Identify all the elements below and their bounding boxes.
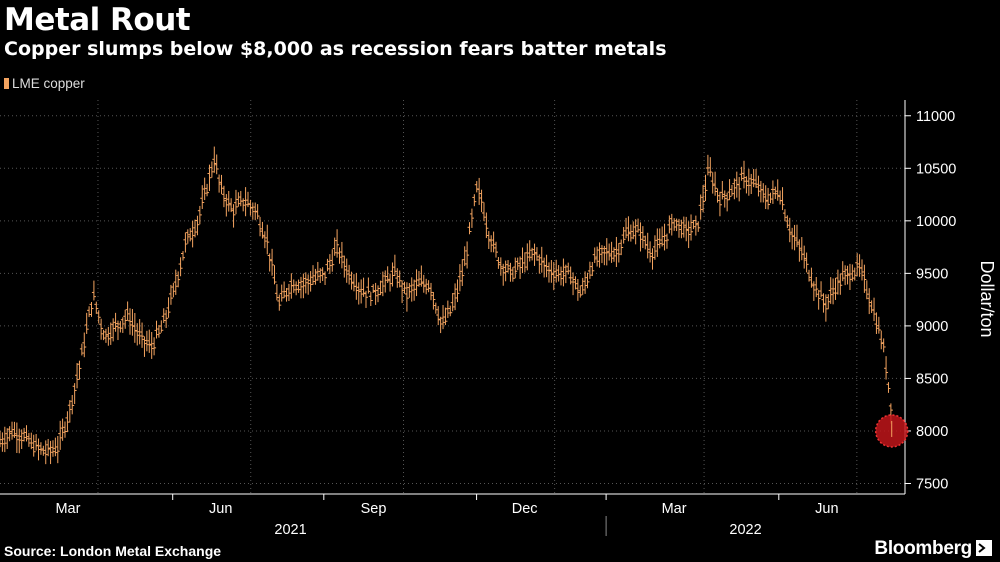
x-tick-label: Sep: [361, 501, 387, 517]
y-axis-title: Dollar/ton: [977, 260, 997, 337]
y-tick-label: 10500: [916, 161, 956, 177]
y-tick-label: 9000: [916, 319, 948, 335]
y-tick-label: 8500: [916, 371, 948, 387]
y-tick-label: 10000: [916, 214, 956, 230]
x-year-label: 2022: [729, 522, 761, 538]
legend-label: LME copper: [12, 76, 85, 91]
y-tick-label: 11000: [916, 109, 955, 125]
x-tick-label: Dec: [512, 501, 538, 517]
x-tick-label: Mar: [55, 501, 80, 517]
x-tick-label: Jun: [209, 501, 232, 517]
y-tick-label: 9500: [916, 266, 948, 282]
highlight-ring: [874, 414, 909, 448]
chart-subtitle: Copper slumps below $8,000 as recession …: [4, 38, 667, 60]
series-lme-copper: [0, 146, 893, 465]
highlight: [874, 414, 909, 448]
terminal-icon: [976, 540, 992, 556]
legend-swatch: [4, 78, 9, 89]
grid: [0, 100, 905, 494]
x-year-label: 2021: [274, 522, 306, 538]
source-note: Source: London Metal Exchange: [4, 543, 222, 559]
x-tick-label: Mar: [662, 501, 687, 517]
y-tick-label: 7500: [916, 476, 948, 492]
brand-logo: Bloomberg: [874, 538, 972, 559]
chart-title: Metal Rout: [4, 2, 191, 38]
x-tick-label: Jun: [815, 501, 838, 517]
y-tick-label: 8000: [916, 424, 948, 440]
axes: 7500 8000 8500 9000 9500 10000 10500 11000 Mar Ju…: [0, 100, 997, 538]
legend: LME copper: [4, 76, 85, 91]
